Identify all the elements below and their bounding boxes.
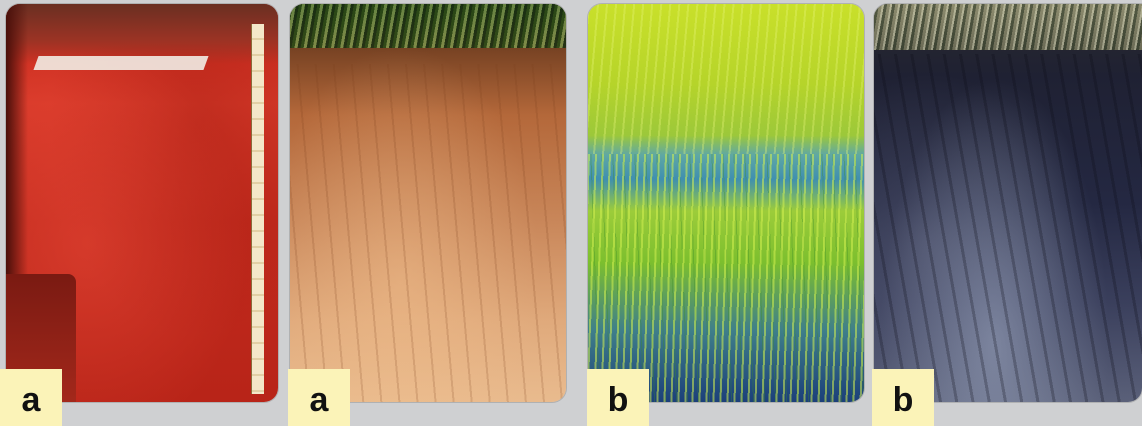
topsoil-layer xyxy=(6,4,278,64)
dark-soil-profile-photo xyxy=(874,4,1142,402)
panel-label-4: b xyxy=(872,369,934,426)
surface-highlight xyxy=(33,56,209,70)
rice-blades xyxy=(588,154,864,402)
rice-field-photo xyxy=(588,4,864,402)
dark-soil-texture xyxy=(874,4,1142,402)
panel-label-1: a xyxy=(0,369,62,426)
brown-soil-texture xyxy=(290,4,566,402)
distant-rice-plants xyxy=(588,4,864,154)
panel-label-3: b xyxy=(587,369,649,426)
measuring-ruler xyxy=(251,24,264,394)
surface-vegetation xyxy=(290,4,566,48)
soil-texture-streaks xyxy=(874,54,1142,402)
brown-soil-profile-photo xyxy=(290,4,566,402)
panel-label-2: a xyxy=(288,369,350,426)
soil-streaks xyxy=(290,64,566,402)
surface-grass xyxy=(874,4,1142,50)
red-soil-profile-photo xyxy=(6,4,278,402)
